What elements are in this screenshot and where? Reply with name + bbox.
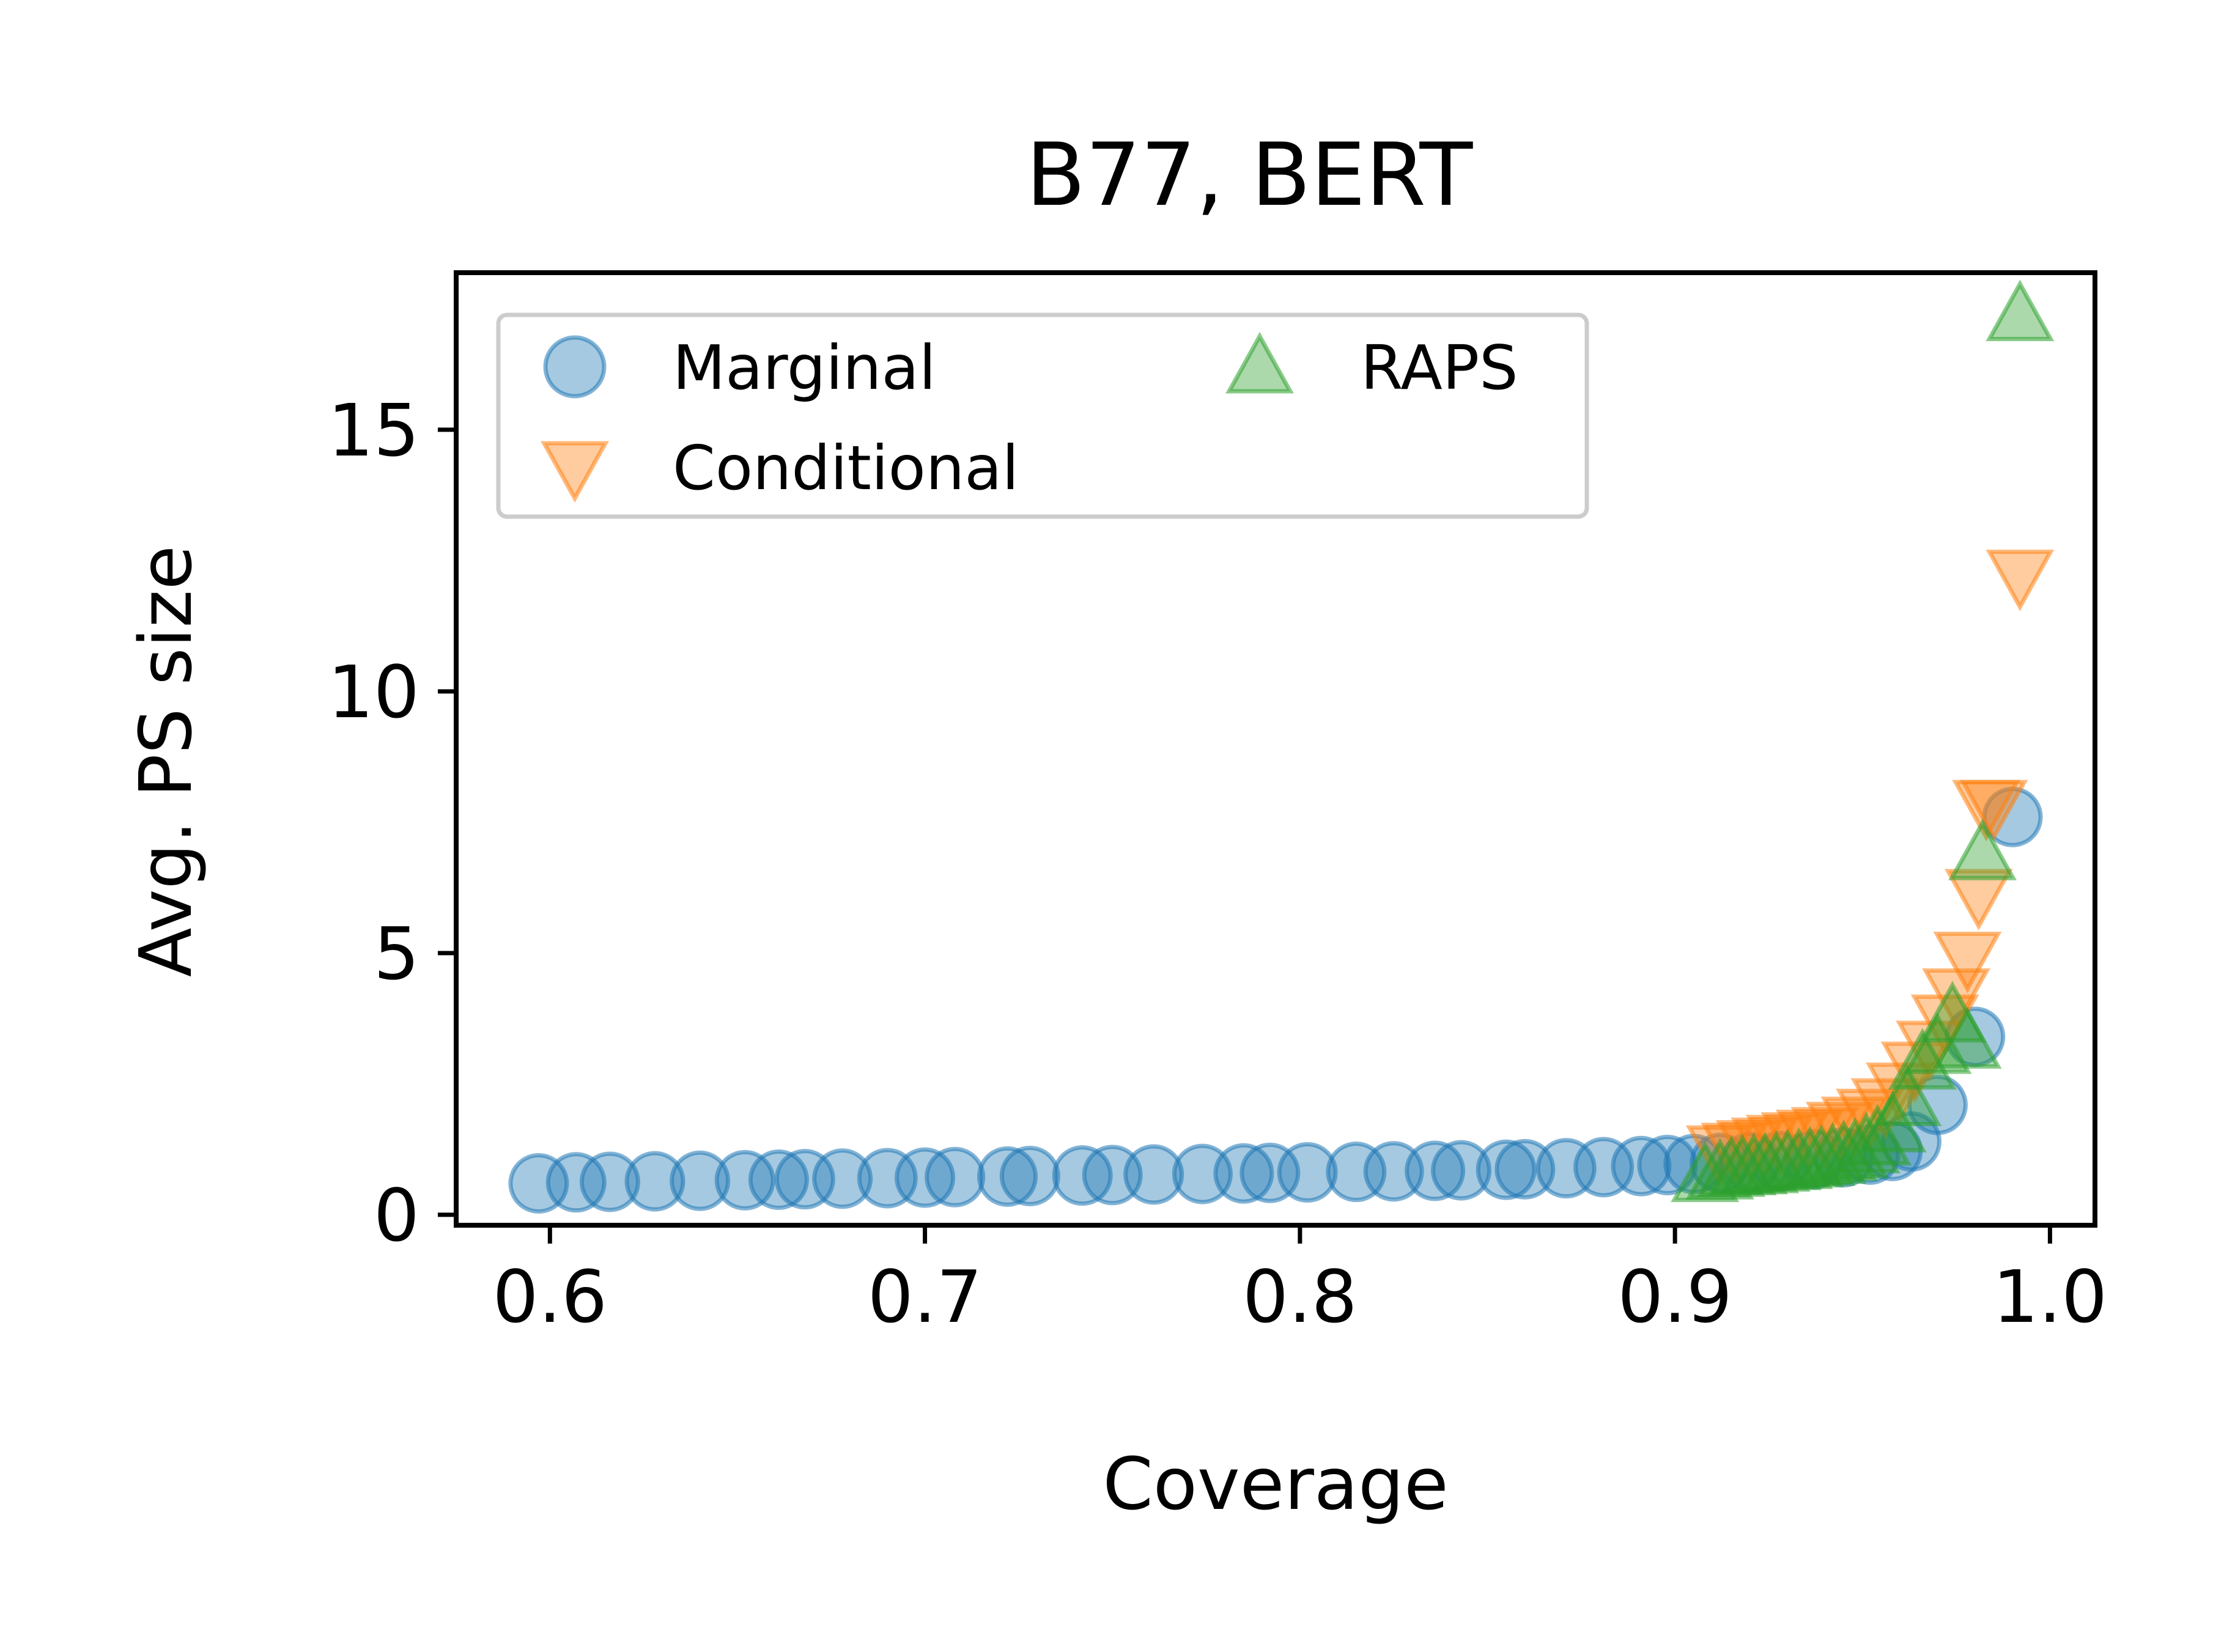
y-axis-title: Avg. PS size	[124, 545, 208, 977]
legend-marginal-marker	[543, 335, 607, 399]
conditional-point	[1933, 931, 2002, 994]
x-axis-title: Coverage	[1103, 1442, 1448, 1526]
marginal-point	[1476, 1139, 1537, 1200]
series-raps	[1671, 279, 2055, 1203]
data-markers	[508, 279, 2055, 1214]
legend-box	[496, 312, 1589, 519]
marginal-point	[1363, 1141, 1424, 1202]
y-tick-label: 15	[328, 388, 419, 473]
y-tick-label: 0	[374, 1173, 419, 1258]
marginal-point	[545, 1152, 607, 1213]
marginal-point	[977, 1146, 1038, 1207]
plot-area-frame	[454, 270, 2097, 1228]
conditional-point	[1986, 550, 2055, 611]
raps-point	[1873, 1064, 1942, 1127]
marginal-point	[670, 1150, 731, 1211]
marginal-point	[624, 1151, 685, 1212]
x-axis: 0.6 0.7 0.8 0.9 1.0	[492, 1225, 2107, 1339]
marginal-point	[579, 1151, 640, 1212]
legend-raps-label: RAPS	[1361, 332, 1518, 404]
raps-point	[1986, 279, 2055, 341]
conditional-point	[1944, 869, 2013, 931]
marginal-point	[714, 1149, 775, 1211]
marginal-point	[1172, 1143, 1233, 1204]
chart-title: B77, BERT	[1026, 125, 1474, 226]
conditional-point	[1959, 780, 2028, 842]
legend-conditional-marker	[541, 441, 609, 503]
marginal-point	[1431, 1140, 1492, 1201]
legend-conditional-label: Conditional	[673, 432, 1019, 504]
y-tick-label: 5	[374, 912, 419, 996]
y-axis: 0 5 10 15	[328, 388, 456, 1258]
raps-point	[1933, 1007, 2002, 1069]
x-tick-label: 0.8	[1243, 1255, 1358, 1339]
marginal-point	[1082, 1145, 1143, 1206]
raps-point	[1903, 1012, 1972, 1074]
x-tick-label: 1.0	[1993, 1255, 2108, 1339]
marginal-point	[1123, 1144, 1184, 1205]
x-tick-label: 0.6	[492, 1255, 607, 1339]
raps-point	[1948, 819, 2017, 880]
x-tick-label: 0.7	[868, 1255, 983, 1339]
conditional-point	[1866, 1062, 1935, 1124]
x-tick-label: 0.9	[1617, 1255, 1732, 1339]
marginal-point	[812, 1148, 873, 1209]
legend-marginal-label: Marginal	[673, 332, 936, 404]
marginal-point	[925, 1146, 986, 1208]
y-tick-label: 10	[328, 650, 419, 734]
marginal-point	[1277, 1142, 1338, 1203]
marginal-point	[999, 1146, 1060, 1207]
legend: Marginal Conditional RAPS	[496, 312, 1589, 519]
legend-raps-marker	[1225, 331, 1294, 394]
